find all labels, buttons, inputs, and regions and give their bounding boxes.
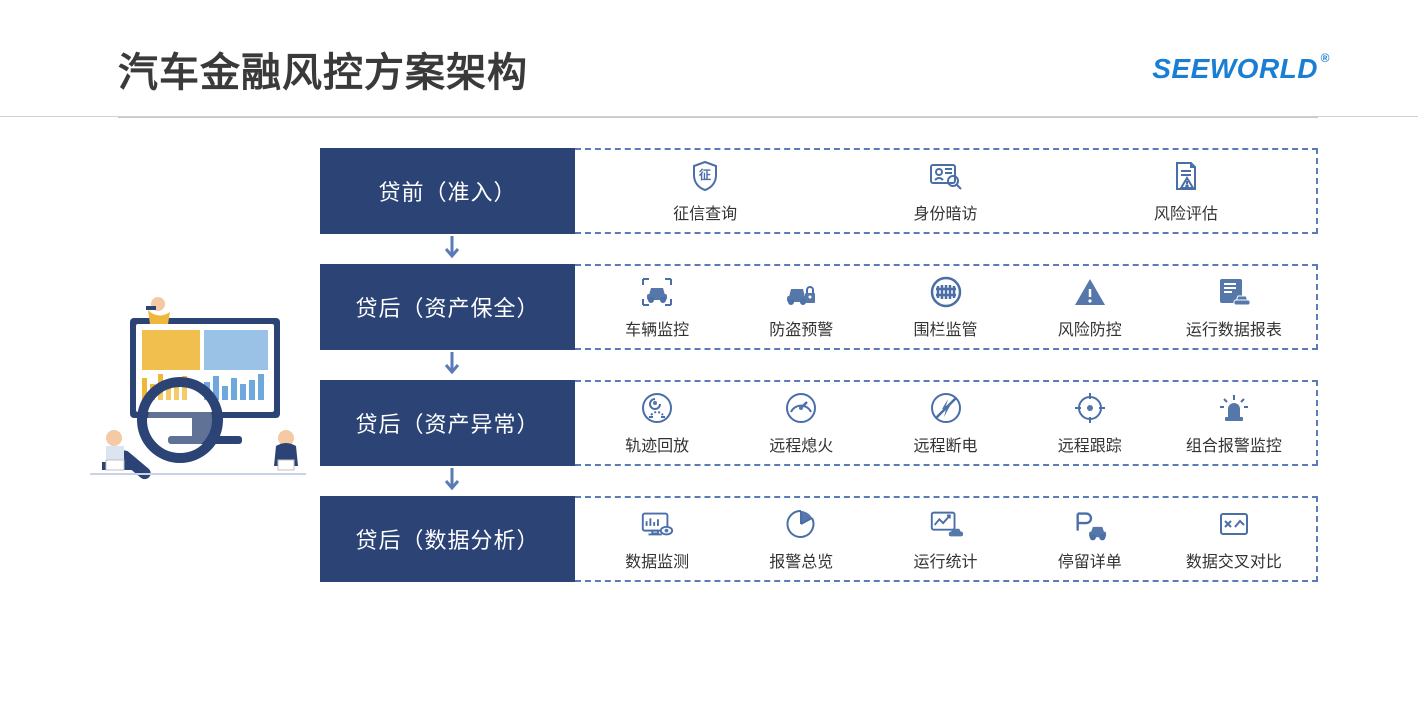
warning-triangle-icon — [1072, 274, 1108, 310]
siren-icon — [1216, 390, 1252, 426]
item-label: 防盗预警 — [769, 316, 833, 340]
id-search-icon — [927, 158, 963, 194]
rows-container: 贷前（准入） 征 征信查询 — [320, 148, 1318, 582]
item-label: 身份暗访 — [913, 200, 977, 224]
item-label: 车辆监控 — [625, 316, 689, 340]
phase-items-0: 征 征信查询 身份暗访 — [575, 148, 1318, 234]
item-label: 数据交叉对比 — [1186, 548, 1282, 572]
item-label: 征信查询 — [673, 200, 737, 224]
phase-items-3: 数据监测 报警总览 — [575, 496, 1318, 582]
item-alarm-overview: 报警总览 — [729, 506, 873, 572]
item-alarm-monitor: 组合报警监控 — [1162, 390, 1306, 456]
phase-row-3: 贷后（数据分析） 数据监测 — [320, 496, 1318, 582]
item-label: 远程断电 — [914, 432, 978, 456]
item-identity-check: 身份暗访 — [825, 158, 1065, 224]
gauge-icon — [783, 390, 819, 426]
item-label: 围栏监管 — [914, 316, 978, 340]
shield-check-icon: 征 — [687, 158, 723, 194]
item-car-monitor: 车辆监控 — [585, 274, 729, 340]
item-track-replay: 轨迹回放 — [585, 390, 729, 456]
item-data-monitor: 数据监测 — [585, 506, 729, 572]
item-label: 停留详单 — [1058, 548, 1122, 572]
item-risk-assess: 风险评估 — [1066, 158, 1306, 224]
illustration — [40, 220, 320, 510]
item-label: 远程熄火 — [769, 432, 833, 456]
phase-row-2: 贷后（资产异常） 轨迹回放 — [320, 380, 1318, 466]
phase-items-1: 车辆监控 防盗预警 — [575, 264, 1318, 350]
item-risk-control: 风险防控 — [1018, 274, 1162, 340]
item-label: 报警总览 — [769, 548, 833, 572]
item-report: 运行数据报表 — [1162, 274, 1306, 340]
item-label: 运行统计 — [914, 548, 978, 572]
item-remote-track: 远程跟踪 — [1018, 390, 1162, 456]
parking-car-icon — [1072, 506, 1108, 542]
brand-logo: SEEWORLD® — [1152, 53, 1318, 85]
item-label: 远程跟踪 — [1058, 432, 1122, 456]
page-title: 汽车金融风控方案架构 — [118, 40, 528, 98]
phase-label-2: 贷后（资产异常） — [320, 380, 575, 466]
item-label: 数据监测 — [625, 548, 689, 572]
phase-label-0: 贷前（准入） — [320, 148, 575, 234]
item-power-cut: 远程断电 — [873, 390, 1017, 456]
item-label: 运行数据报表 — [1186, 316, 1282, 340]
compare-icon — [1216, 506, 1252, 542]
item-theft-alert: 防盗预警 — [729, 274, 873, 340]
report-car-icon — [1216, 274, 1252, 310]
item-run-stats: 运行统计 — [873, 506, 1017, 572]
phase-items-2: 轨迹回放 远程熄火 — [575, 380, 1318, 466]
item-remote-off: 远程熄火 — [729, 390, 873, 456]
item-cross-compare: 数据交叉对比 — [1162, 506, 1306, 572]
phase-label-3: 贷后（数据分析） — [320, 496, 575, 582]
item-label: 风险防控 — [1058, 316, 1122, 340]
pie-icon — [783, 506, 819, 542]
content: 贷前（准入） 征 征信查询 — [0, 118, 1418, 582]
phase-label-1: 贷后（资产保全） — [320, 264, 575, 350]
crosshair-icon — [1072, 390, 1108, 426]
phase-row-0: 贷前（准入） 征 征信查询 — [320, 148, 1318, 234]
item-label: 风险评估 — [1154, 200, 1218, 224]
track-replay-icon — [639, 390, 675, 426]
item-parking-detail: 停留详单 — [1018, 506, 1162, 572]
item-credit-query: 征 征信查询 — [585, 158, 825, 224]
arrow-1 — [320, 350, 1318, 380]
car-scan-icon — [639, 274, 675, 310]
doc-warning-icon — [1168, 158, 1204, 194]
trend-car-icon — [928, 506, 964, 542]
header: 汽车金融风控方案架构 SEEWORLD® — [0, 0, 1418, 117]
arrow-2 — [320, 466, 1318, 496]
fence-icon — [928, 274, 964, 310]
no-power-icon — [928, 390, 964, 426]
item-label: 轨迹回放 — [625, 432, 689, 456]
arrow-0 — [320, 234, 1318, 264]
item-fence: 围栏监管 — [873, 274, 1017, 340]
monitor-eye-icon — [639, 506, 675, 542]
phase-row-1: 贷后（资产保全） 车辆监控 — [320, 264, 1318, 350]
svg-text:征: 征 — [699, 167, 711, 182]
item-label: 组合报警监控 — [1186, 432, 1282, 456]
car-lock-icon — [783, 274, 819, 310]
